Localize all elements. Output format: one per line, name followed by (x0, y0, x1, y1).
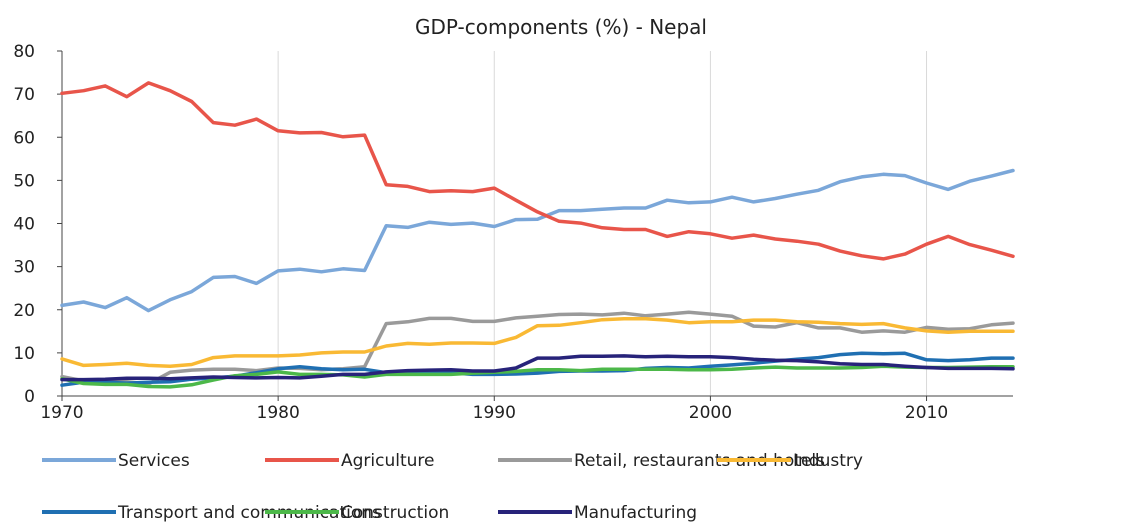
series-lines (60, 81, 1015, 389)
y-tick-label: 80 (13, 42, 35, 62)
series-line-retail-restaurants-and-hotels (60, 310, 1015, 386)
y-tick-label: 40 (13, 215, 35, 235)
x-tick-label: 2010 (905, 403, 948, 423)
legend: Services Agriculture Retail, restaurants a… (42, 451, 863, 523)
x-axis-ticks: 1970 1980 1990 2000 2010 (40, 396, 948, 423)
y-axis-ticks: 0 10 20 30 40 50 60 70 80 (13, 42, 62, 407)
legend-label-retail-restaurants-and-hotels: Retail, restaurants and hotels (574, 451, 825, 471)
y-tick-label: 0 (24, 387, 35, 407)
y-tick-label: 60 (13, 128, 35, 148)
y-tick-label: 70 (13, 85, 35, 105)
x-tick-label: 1990 (473, 403, 516, 423)
legend-label-services: Services (118, 451, 190, 471)
grid-lines (277, 51, 928, 396)
legend-label-agriculture: Agriculture (341, 451, 435, 471)
y-tick-label: 10 (13, 344, 35, 364)
y-tick-label: 30 (13, 258, 35, 278)
series-line-manufacturing (60, 354, 1015, 382)
legend-label-construction: Construction (341, 503, 449, 523)
y-tick-label: 20 (13, 301, 35, 321)
series-line-industry (60, 317, 1015, 368)
x-tick-label: 1970 (40, 403, 83, 423)
legend-label-industry: Industry (793, 451, 863, 471)
legend-label-transport-and-communications: Transport and communications (117, 503, 381, 523)
x-tick-label: 2000 (689, 403, 732, 423)
y-tick-label: 50 (13, 171, 35, 191)
series-line-services (60, 168, 1015, 313)
x-tick-label: 1980 (257, 403, 300, 423)
chart-title: GDP-components (%) - Nepal (415, 15, 707, 39)
legend-label-manufacturing: Manufacturing (574, 503, 697, 523)
axes (61, 51, 1013, 397)
series-line-agriculture (60, 81, 1015, 261)
